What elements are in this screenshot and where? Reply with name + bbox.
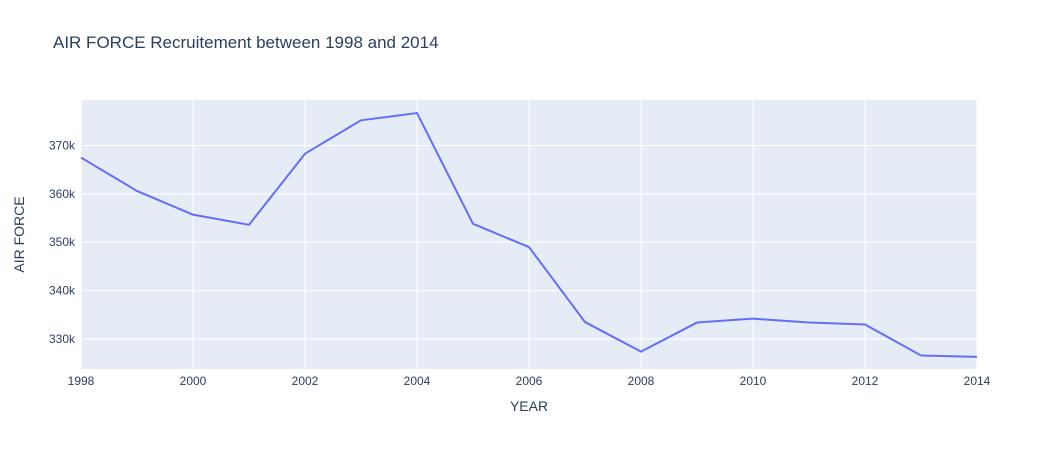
y-axis-ticks: 330k 340k 350k 360k 370k <box>49 138 76 346</box>
y-tick-label: 340k <box>49 284 76 298</box>
data-point[interactable] <box>862 321 868 327</box>
series-line <box>80 112 978 358</box>
data-point[interactable] <box>190 212 196 218</box>
data-point[interactable] <box>246 222 252 228</box>
chart-title: AIR FORCE Recruitement between 1998 and … <box>53 33 439 52</box>
data-point[interactable] <box>638 349 644 355</box>
data-point[interactable] <box>694 320 700 326</box>
data-point[interactable] <box>302 151 308 157</box>
x-tick-label: 2014 <box>964 374 991 388</box>
y-tick-label: 330k <box>49 332 76 346</box>
data-point[interactable] <box>750 316 756 322</box>
data-point[interactable] <box>582 319 588 325</box>
x-axis-label: YEAR <box>510 398 548 414</box>
data-point[interactable] <box>134 188 140 194</box>
y-tick-label: 370k <box>49 138 76 152</box>
x-tick-label: 1998 <box>68 374 95 388</box>
y-tick-label: 350k <box>49 235 76 249</box>
x-tick-label: 2012 <box>852 374 879 388</box>
data-point[interactable] <box>470 221 476 227</box>
data-point[interactable] <box>526 244 532 250</box>
x-tick-label: 2006 <box>516 374 543 388</box>
data-point[interactable] <box>414 110 420 116</box>
x-tick-label: 2002 <box>292 374 319 388</box>
data-point[interactable] <box>974 354 980 360</box>
y-tick-label: 360k <box>49 187 76 201</box>
series-layer <box>78 110 980 360</box>
y-axis-label: AIR FORCE <box>11 196 27 272</box>
data-point[interactable] <box>918 352 924 358</box>
x-axis-ticks: 1998 2000 2002 2004 2006 2008 2010 2012 2014 <box>68 374 991 388</box>
x-tick-label: 2004 <box>404 374 431 388</box>
x-tick-label: 2010 <box>740 374 767 388</box>
data-point[interactable] <box>358 117 364 123</box>
x-tick-label: 2000 <box>180 374 207 388</box>
data-point[interactable] <box>806 320 812 326</box>
data-point[interactable] <box>78 155 84 161</box>
x-tick-label: 2008 <box>628 374 655 388</box>
